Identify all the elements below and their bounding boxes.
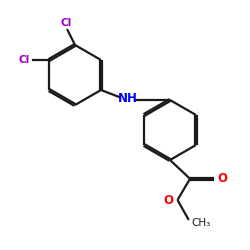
Text: CH₃: CH₃ (192, 218, 211, 228)
Text: Cl: Cl (61, 18, 72, 28)
Text: Cl: Cl (18, 55, 30, 65)
Text: NH: NH (118, 92, 138, 105)
Text: O: O (218, 172, 228, 185)
Text: O: O (164, 194, 174, 206)
